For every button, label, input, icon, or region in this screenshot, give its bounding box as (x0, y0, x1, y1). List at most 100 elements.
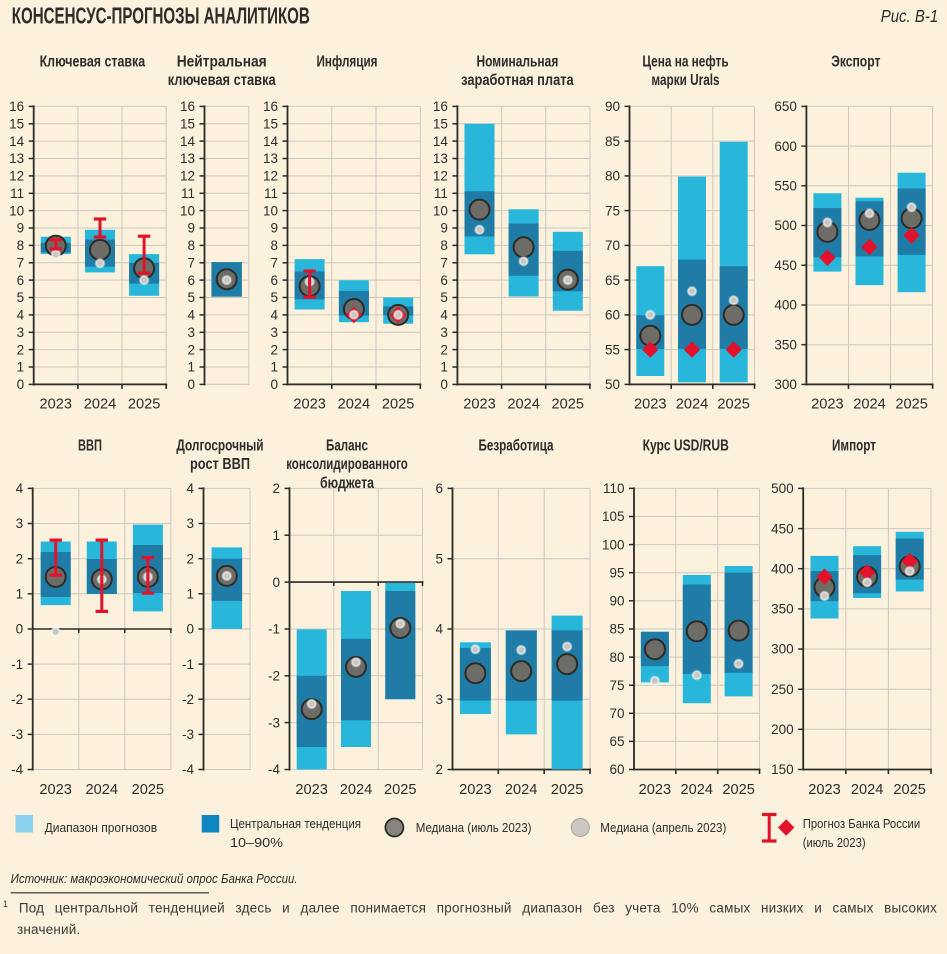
svg-text:4: 4 (270, 308, 278, 323)
svg-text:0: 0 (187, 377, 195, 392)
svg-text:-2: -2 (268, 669, 280, 684)
svg-text:0: 0 (17, 377, 25, 392)
svg-text:2: 2 (435, 762, 443, 777)
svg-text:15: 15 (9, 117, 24, 132)
svg-text:2023: 2023 (40, 397, 73, 413)
svg-text:Долгосрочный: Долгосрочный (176, 437, 263, 454)
svg-text:12: 12 (433, 169, 448, 184)
svg-text:5: 5 (435, 551, 443, 566)
svg-text:3: 3 (16, 516, 24, 531)
svg-text:3: 3 (435, 692, 443, 707)
svg-text:-3: -3 (268, 715, 280, 730)
svg-text:9: 9 (270, 221, 278, 236)
svg-text:60: 60 (605, 308, 620, 323)
svg-text:7: 7 (187, 256, 195, 271)
svg-text:(июль 2023): (июль 2023) (803, 835, 866, 850)
svg-text:70: 70 (609, 706, 624, 721)
svg-text:75: 75 (605, 203, 620, 218)
svg-text:2023: 2023 (808, 782, 841, 798)
svg-text:10: 10 (263, 203, 278, 218)
svg-text:2: 2 (187, 342, 195, 357)
svg-text:15: 15 (263, 117, 278, 132)
svg-text:16: 16 (433, 99, 448, 114)
svg-text:2025: 2025 (551, 782, 584, 798)
svg-text:ВВП: ВВП (78, 437, 102, 454)
svg-text:1: 1 (17, 360, 25, 375)
svg-text:15: 15 (180, 117, 195, 132)
svg-text:Номинальная: Номинальная (476, 53, 558, 70)
svg-text:Экспорт: Экспорт (831, 53, 881, 70)
svg-text:8: 8 (440, 238, 448, 253)
svg-text:ключевая ставка: ключевая ставка (168, 72, 276, 89)
svg-text:13: 13 (9, 151, 24, 166)
svg-text:2: 2 (16, 551, 24, 566)
svg-text:1: 1 (440, 360, 448, 375)
svg-text:-1: -1 (182, 657, 194, 672)
svg-text:Диапазон прогнозов: Диапазон прогнозов (45, 820, 158, 835)
svg-text:Ключевая ставка: Ключевая ставка (40, 53, 146, 70)
svg-text:2025: 2025 (132, 782, 165, 798)
svg-text:2025: 2025 (552, 397, 585, 413)
svg-text:6: 6 (435, 481, 443, 496)
svg-text:100: 100 (602, 537, 625, 552)
svg-text:Источник: макроэкономический о: Источник: макроэкономический опрос Банка… (11, 871, 298, 886)
svg-text:2023: 2023 (293, 397, 326, 413)
svg-text:90: 90 (609, 594, 624, 609)
svg-text:14: 14 (263, 134, 279, 149)
svg-text:0: 0 (440, 377, 448, 392)
svg-text:2023: 2023 (39, 782, 72, 798)
svg-text:2: 2 (17, 342, 25, 357)
svg-text:8: 8 (270, 238, 278, 253)
svg-text:2: 2 (270, 342, 278, 357)
svg-text:350: 350 (774, 337, 797, 352)
svg-text:Медиана (апрель 2023): Медиана (апрель 2023) (600, 820, 726, 835)
svg-text:350: 350 (771, 602, 794, 617)
svg-text:заработная плата: заработная плата (461, 72, 574, 89)
svg-text:2024: 2024 (340, 782, 373, 798)
svg-text:85: 85 (609, 622, 624, 637)
svg-text:3: 3 (186, 516, 194, 531)
svg-text:5: 5 (440, 290, 448, 305)
svg-text:9: 9 (187, 221, 195, 236)
svg-text:2023: 2023 (639, 782, 672, 798)
svg-text:-2: -2 (182, 692, 194, 707)
svg-text:Баланс: Баланс (326, 437, 368, 454)
svg-text:-3: -3 (182, 727, 194, 742)
svg-text:0: 0 (16, 622, 24, 637)
svg-text:250: 250 (771, 682, 794, 697)
svg-text:6: 6 (187, 273, 195, 288)
svg-text:4: 4 (435, 622, 443, 637)
svg-text:12: 12 (9, 169, 24, 184)
svg-text:2: 2 (186, 551, 194, 566)
svg-text:7: 7 (270, 256, 278, 271)
svg-text:-4: -4 (182, 762, 194, 777)
svg-text:1: 1 (186, 587, 194, 602)
svg-text:10–90%: 10–90% (230, 835, 283, 850)
svg-text:2025: 2025 (382, 397, 415, 413)
svg-text:11: 11 (264, 186, 278, 201)
svg-text:85: 85 (605, 134, 620, 149)
svg-text:2023: 2023 (811, 397, 844, 413)
svg-text:300: 300 (771, 642, 794, 657)
svg-text:11: 11 (181, 186, 195, 201)
svg-text:2023: 2023 (634, 397, 667, 413)
svg-text:Безработица: Безработица (478, 437, 553, 454)
svg-text:400: 400 (771, 561, 794, 576)
svg-text:Медиана (июль 2023): Медиана (июль 2023) (416, 820, 532, 835)
svg-text:2025: 2025 (722, 782, 755, 798)
svg-text:2025: 2025 (384, 782, 417, 798)
svg-text:55: 55 (605, 342, 620, 357)
svg-text:-3: -3 (11, 727, 23, 742)
svg-text:7: 7 (440, 256, 448, 271)
svg-text:2: 2 (440, 342, 448, 357)
svg-text:4: 4 (440, 308, 448, 323)
svg-text:2023: 2023 (463, 397, 496, 413)
svg-text:2024: 2024 (851, 782, 884, 798)
svg-text:80: 80 (605, 169, 620, 184)
svg-text:2025: 2025 (717, 397, 750, 413)
svg-text:1: 1 (270, 360, 278, 375)
svg-text:5: 5 (187, 290, 195, 305)
svg-text:105: 105 (602, 509, 625, 524)
svg-text:600: 600 (774, 139, 797, 154)
svg-text:1: 1 (16, 587, 24, 602)
